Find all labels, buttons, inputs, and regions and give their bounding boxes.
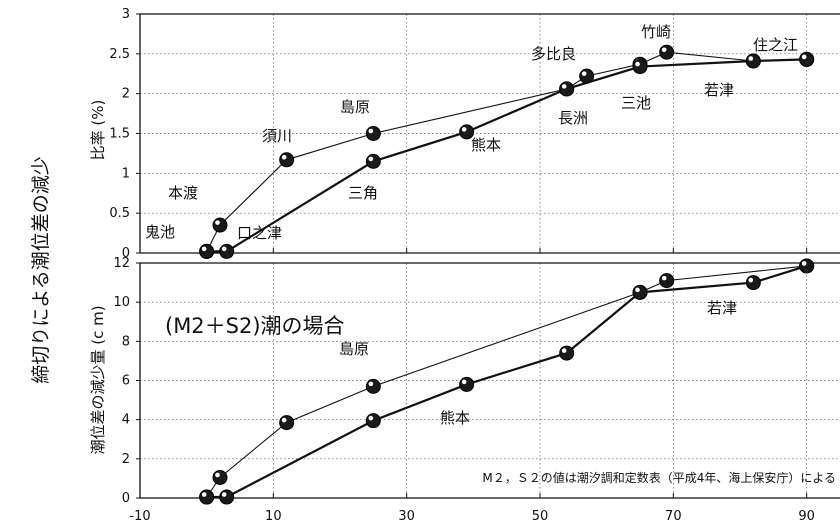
data-point [279,152,295,168]
data-point [799,51,815,67]
data-point-highlight [748,277,754,283]
data-point-highlight [368,128,374,134]
data-point-highlight [221,246,227,252]
y-axis-label: 潮位差の減少量 (c m) [89,305,107,454]
data-point-highlight [281,154,287,160]
y-tick-label: 2 [122,87,130,102]
point-annotation: 口之津 [237,224,282,242]
data-point [745,275,761,291]
point-annotation: 熊本 [440,409,470,427]
data-point [559,81,575,97]
data-point-highlight [461,127,467,132]
data-point-highlight [201,246,207,252]
series-line [206,51,807,252]
data-point-highlight [368,415,374,421]
data-point [799,258,815,274]
series-line [206,264,807,499]
series-line [206,58,807,253]
point-annotation: 多比良 [531,45,576,63]
y-tick-label: 0 [122,246,130,261]
x-tick-label: 10 [265,509,282,524]
y-tick-label: 2 [122,452,130,467]
y-tick-label: 2.5 [109,47,130,62]
y-tick-label: 4 [122,413,130,428]
data-point-highlight [748,56,754,61]
data-point-highlight [368,381,374,387]
figure-left-title: 締切りによる潮位差の減少 [30,156,52,383]
data-point-highlight [581,71,587,76]
data-point [365,413,381,429]
data-point-highlight [801,54,807,60]
data-point-highlight [561,84,567,89]
data-point-highlight [635,287,640,293]
data-point-highlight [368,156,374,162]
x-tick-label: 70 [665,509,682,524]
y-tick-label: 12 [113,256,130,271]
data-point [632,284,648,300]
x-tick-label: 50 [532,509,549,524]
data-point-highlight [661,47,667,53]
y-tick-label: 10 [113,295,130,310]
data-point-highlight [215,472,220,478]
data-point [279,415,295,431]
y-tick-label: 0.5 [109,206,130,221]
y-tick-label: 1 [122,166,130,181]
data-point [365,378,381,394]
data-point [459,376,475,392]
point-annotation: 須川 [262,127,292,145]
data-point-highlight [281,417,287,423]
data-point [365,126,381,141]
data-point-highlight [801,261,807,266]
data-point [659,44,675,60]
point-annotation: 鬼池 [145,223,175,241]
point-annotation: 三池 [621,94,651,112]
point-annotation: 島原 [339,340,369,358]
y-tick-label: 1.5 [109,127,130,142]
panel-title: (M2＋S2)潮の場合 [165,314,345,338]
point-annotation: 島原 [340,98,370,116]
data-point [559,345,575,361]
data-point [632,59,648,75]
data-point-highlight [221,492,227,497]
y-axis-label: 比率 (%) [89,100,107,161]
data-point [365,153,381,169]
data-point [219,489,235,505]
data-point [745,53,761,69]
data-point-highlight [461,379,467,385]
footnote: M２，Ｓ２の値は潮汐調和定数表（平成4年、海上保安庁）による [482,470,836,485]
y-tick-label: 3 [122,7,130,22]
point-annotation: 若津 [704,81,734,99]
data-point [199,489,215,505]
point-annotation: 若津 [707,299,737,317]
data-point-highlight [561,348,567,353]
data-point [659,273,675,289]
y-tick-label: 8 [122,334,130,349]
point-annotation: 熊本 [471,136,501,154]
data-point [212,469,228,485]
point-annotation: 長洲 [558,109,588,127]
point-annotation: 三角 [348,184,378,202]
x-tick-label: 90 [798,509,815,524]
data-point-highlight [215,220,220,225]
y-tick-label: 0 [122,491,130,506]
data-point-highlight [661,275,667,281]
data-point [199,243,215,259]
data-point [219,243,235,259]
data-point-highlight [201,492,207,497]
data-point-highlight [635,61,640,67]
point-annotation: 本渡 [168,184,198,202]
y-tick-label: 6 [122,374,130,389]
point-annotation: 住之江 [753,36,798,54]
point-annotation: 竹崎 [641,23,671,41]
x-tick-label: -10 [129,509,150,524]
data-point [212,217,228,233]
x-tick-label: 30 [398,509,415,524]
